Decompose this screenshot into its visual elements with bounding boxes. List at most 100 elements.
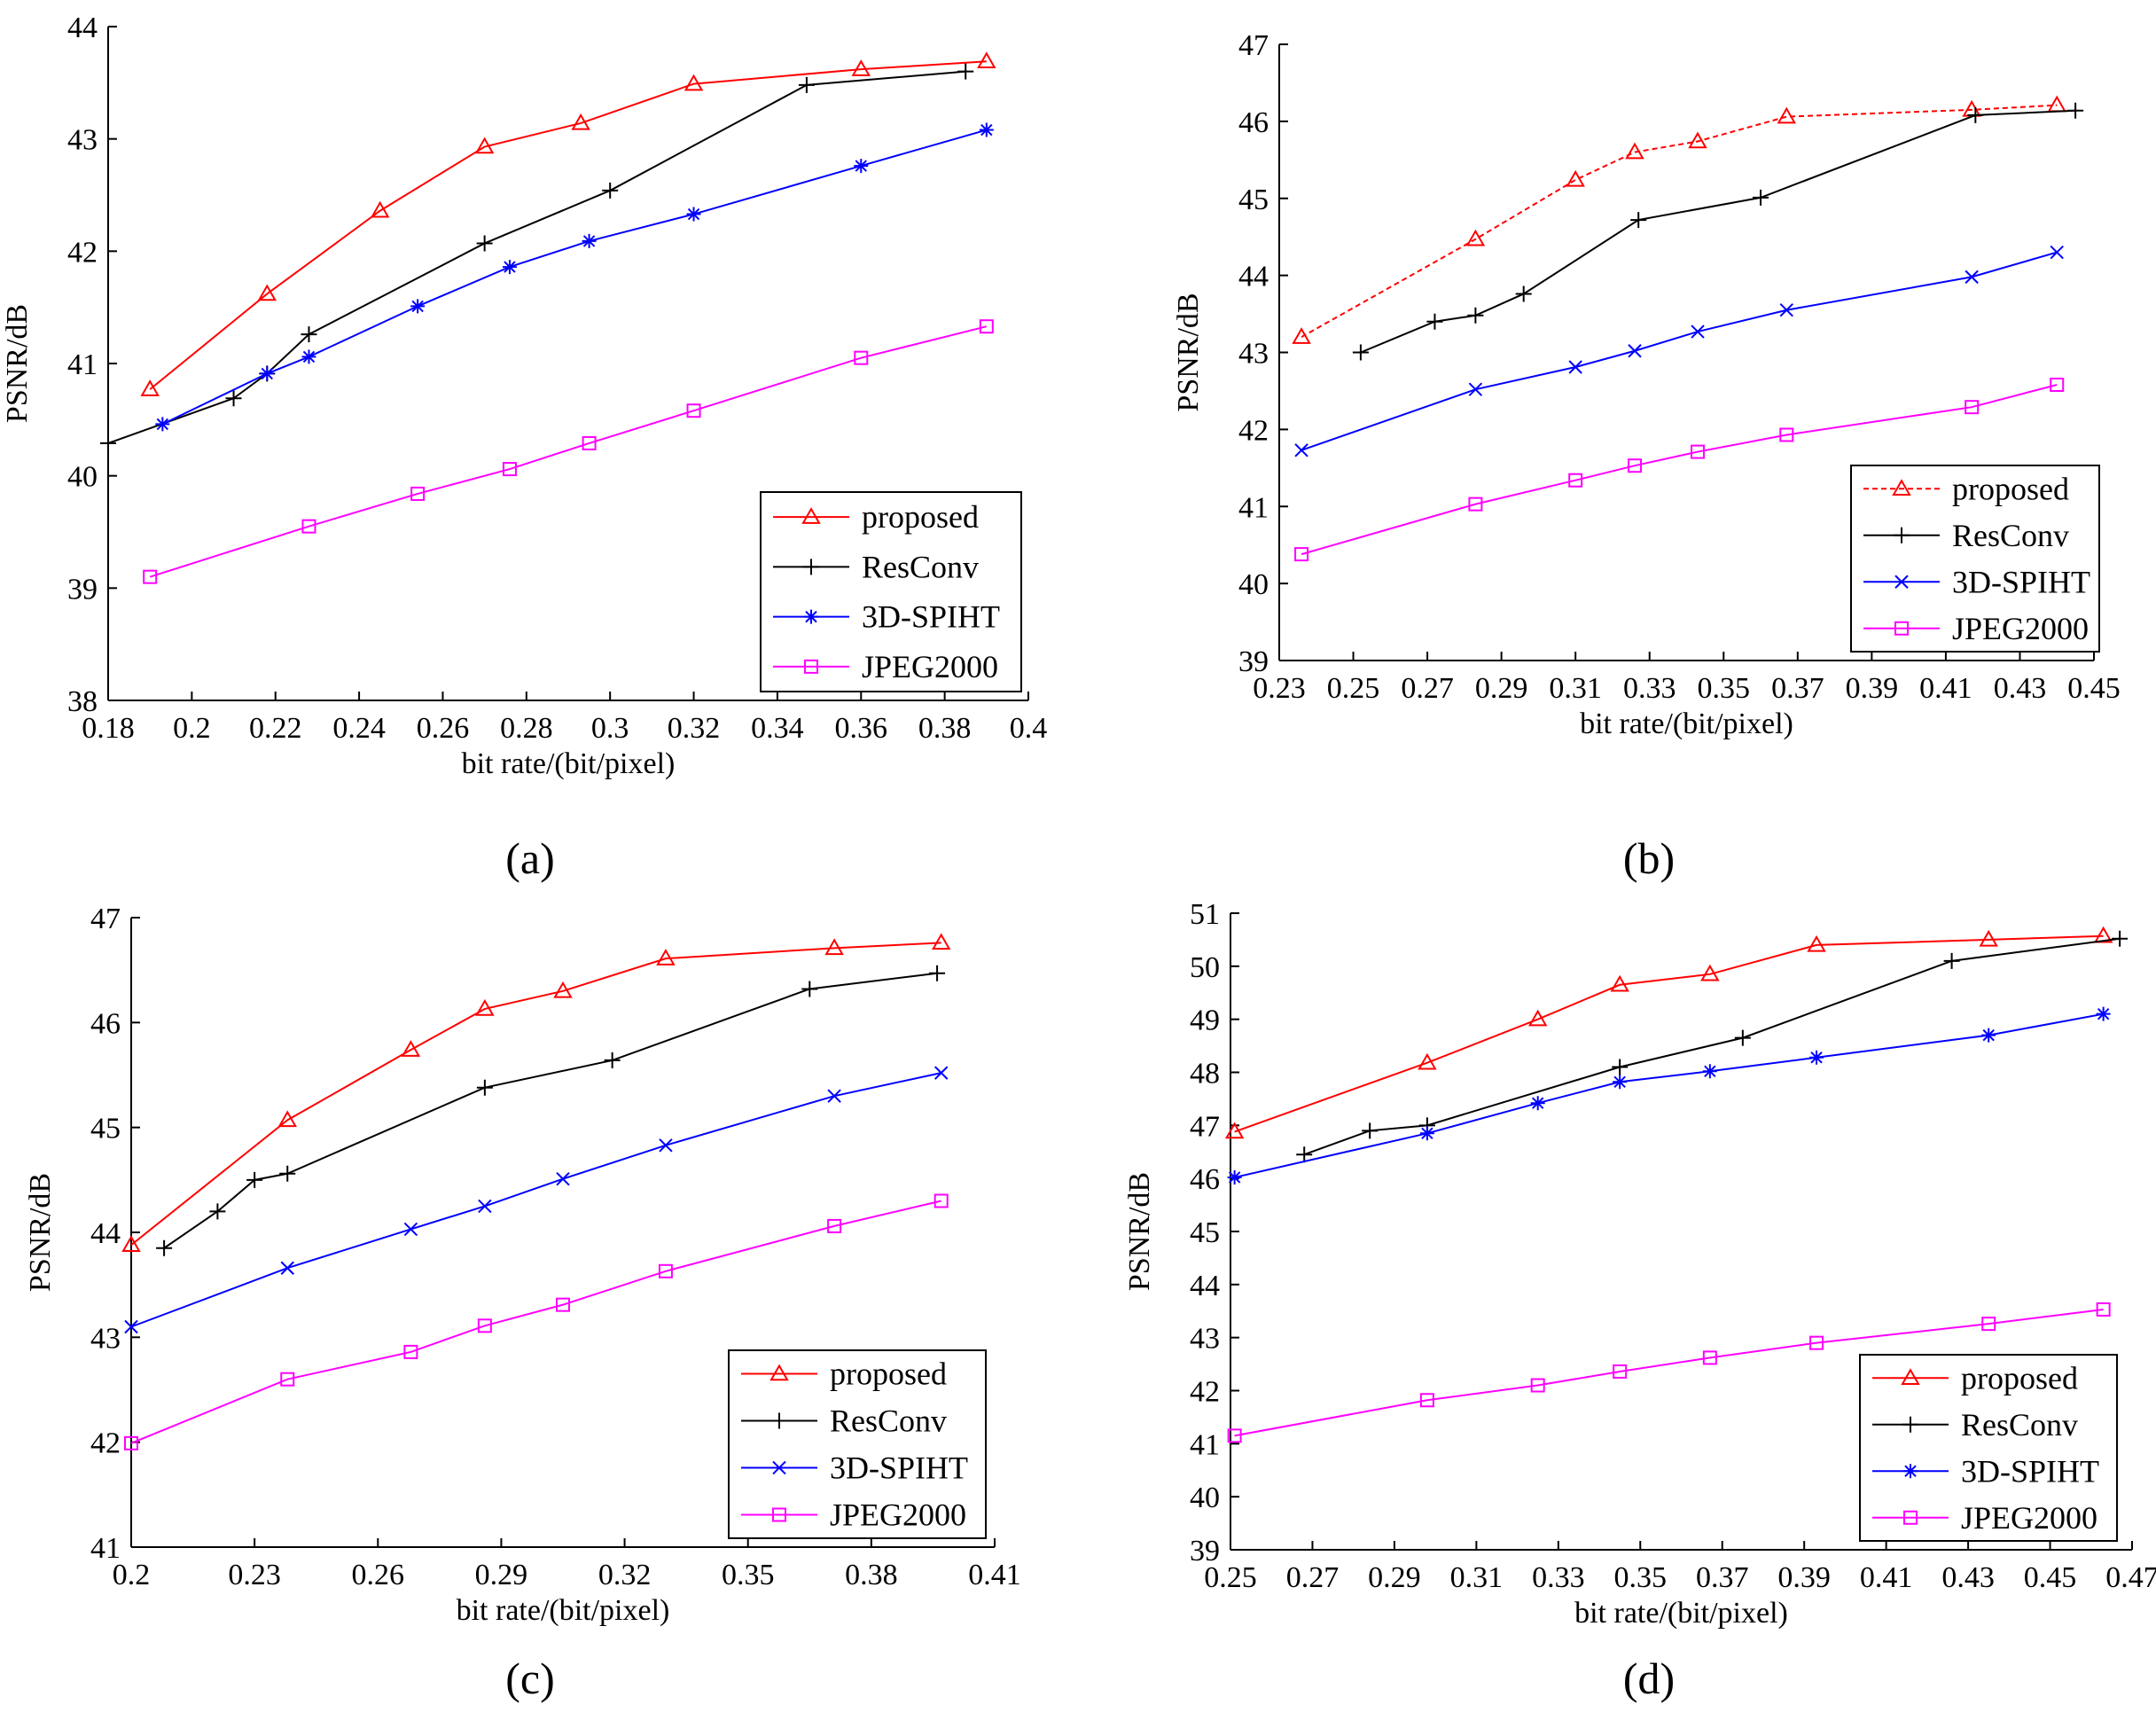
data-point xyxy=(370,200,390,218)
x-tick-label: 0.29 xyxy=(475,1559,528,1591)
y-tick-label: 42 xyxy=(1190,1376,1220,1409)
y-tick-label: 47 xyxy=(90,903,121,935)
data-point xyxy=(854,350,869,365)
y-tick-label: 41 xyxy=(90,1532,121,1565)
data-point xyxy=(2047,95,2066,113)
legend-label-3d-spiht: 3D-SPIHT xyxy=(1952,564,2090,599)
x-tick-label: 0.25 xyxy=(1204,1561,1257,1594)
data-point xyxy=(1965,400,1980,415)
y-tick-label: 42 xyxy=(90,1427,121,1460)
data-point xyxy=(556,1171,570,1186)
series-line-jpeg2000 xyxy=(1234,1308,2104,1437)
y-tick-label: 44 xyxy=(1190,1270,1220,1302)
legend-marker-3d-spiht xyxy=(772,1460,786,1475)
y-tick-label: 47 xyxy=(1238,29,1269,62)
data-point xyxy=(2050,245,2064,260)
data-point xyxy=(571,113,590,130)
y-tick-label: 45 xyxy=(90,1113,121,1145)
series-resconv xyxy=(100,63,974,451)
data-point xyxy=(1777,106,1797,124)
x-tick-label: 0.29 xyxy=(1368,1561,1421,1594)
data-point xyxy=(604,1052,621,1068)
data-point xyxy=(475,998,495,1016)
series-line-proposed xyxy=(1234,934,2104,1133)
x-tick-label: 0.25 xyxy=(1327,672,1380,705)
data-point xyxy=(1468,496,1483,512)
data-point xyxy=(659,1138,673,1153)
x-tick-label: 0.27 xyxy=(1401,672,1454,705)
series-jpeg2000 xyxy=(124,1193,949,1450)
data-point xyxy=(401,1040,421,1057)
data-point xyxy=(1967,106,1984,123)
x-tick-label: 0.35 xyxy=(1698,672,1751,705)
y-tick-label: 40 xyxy=(1190,1482,1220,1514)
legend: proposed ResConv 3D-SPIHT JPEG2000 xyxy=(1850,465,2100,653)
x-tick-label: 0.43 xyxy=(1941,1561,1995,1594)
x-tick-label: 0.18 xyxy=(82,712,135,745)
series-line-proposed xyxy=(1301,104,2058,338)
x-tick-label: 0.41 xyxy=(1860,1561,1913,1594)
data-point xyxy=(1426,313,1443,330)
data-point xyxy=(209,1203,226,1220)
data-point xyxy=(476,235,493,252)
data-point xyxy=(140,379,160,396)
y-tick-label: 51 xyxy=(1190,898,1220,931)
x-tick-label: 0.4 xyxy=(1010,712,1048,745)
data-point xyxy=(933,1066,949,1080)
y-tick-label: 47 xyxy=(1190,1110,1220,1143)
panel-caption-b: (b) xyxy=(1623,833,1675,883)
chart-panel-c: 0.2 0.23 0.26 0.29 0.32 0.35 0.38 0.41 41 42 43 44 4… xyxy=(24,903,1021,1627)
data-point xyxy=(1613,1075,1628,1090)
legend-label-resconv: ResConv xyxy=(862,549,979,584)
data-point xyxy=(602,182,619,199)
data-point xyxy=(1734,1029,1751,1046)
data-point xyxy=(1527,1009,1548,1027)
y-tick-label: 50 xyxy=(1190,951,1220,984)
series-line-3d-spiht xyxy=(1234,1012,2104,1178)
data-point xyxy=(225,390,242,407)
x-tick-label: 0.41 xyxy=(968,1559,1021,1591)
series-line-resconv xyxy=(1360,109,2076,354)
data-point xyxy=(658,1263,673,1278)
data-point xyxy=(246,1171,263,1188)
data-point xyxy=(1625,142,1644,160)
data-point xyxy=(1613,1364,1628,1379)
data-point xyxy=(957,63,974,80)
x-tick-label: 0.2 xyxy=(113,1559,151,1591)
data-point xyxy=(121,1235,141,1252)
series-resconv xyxy=(1352,102,2084,361)
x-tick-label: 0.26 xyxy=(352,1559,405,1591)
legend-marker-proposed xyxy=(1892,479,1911,496)
series-proposed xyxy=(1292,95,2066,344)
data-point xyxy=(155,417,170,432)
x-axis-title: bit rate/(bit/pixel) xyxy=(1574,1597,1788,1630)
data-point xyxy=(2067,102,2084,119)
x-tick-label: 0.28 xyxy=(500,712,553,745)
panel-caption-d: (d) xyxy=(1623,1654,1675,1703)
data-point xyxy=(824,938,844,956)
series-proposed xyxy=(121,933,951,1252)
x-tick-label: 0.36 xyxy=(835,712,888,745)
data-point xyxy=(403,1222,418,1237)
legend-marker-3d-spiht xyxy=(1894,575,1909,589)
x-tick-label: 0.31 xyxy=(1549,672,1602,705)
data-point xyxy=(1688,131,1707,149)
series-3d-spiht xyxy=(155,122,994,432)
series-line-3d-spiht xyxy=(1301,251,2058,451)
chart-panel-a: 0.18 0.2 0.22 0.24 0.26 0.28 0.3 0.32 0.34 0.36 0.… xyxy=(1,12,1047,780)
data-point xyxy=(1566,169,1585,187)
data-point xyxy=(124,1319,138,1334)
data-point xyxy=(1568,360,1582,374)
legend-marker-jpeg2000 xyxy=(804,659,818,674)
x-tick-label: 0.32 xyxy=(668,712,721,745)
data-point xyxy=(1296,1146,1313,1163)
data-point xyxy=(1418,1052,1437,1070)
data-point xyxy=(1568,473,1583,488)
data-point xyxy=(1294,443,1308,457)
data-point xyxy=(1292,327,1311,344)
data-point xyxy=(1691,324,1705,339)
y-tick-label: 46 xyxy=(1238,106,1269,139)
legend-marker-jpeg2000 xyxy=(1903,1510,1918,1525)
y-tick-label: 41 xyxy=(1190,1428,1220,1461)
data-point xyxy=(1530,1096,1545,1111)
